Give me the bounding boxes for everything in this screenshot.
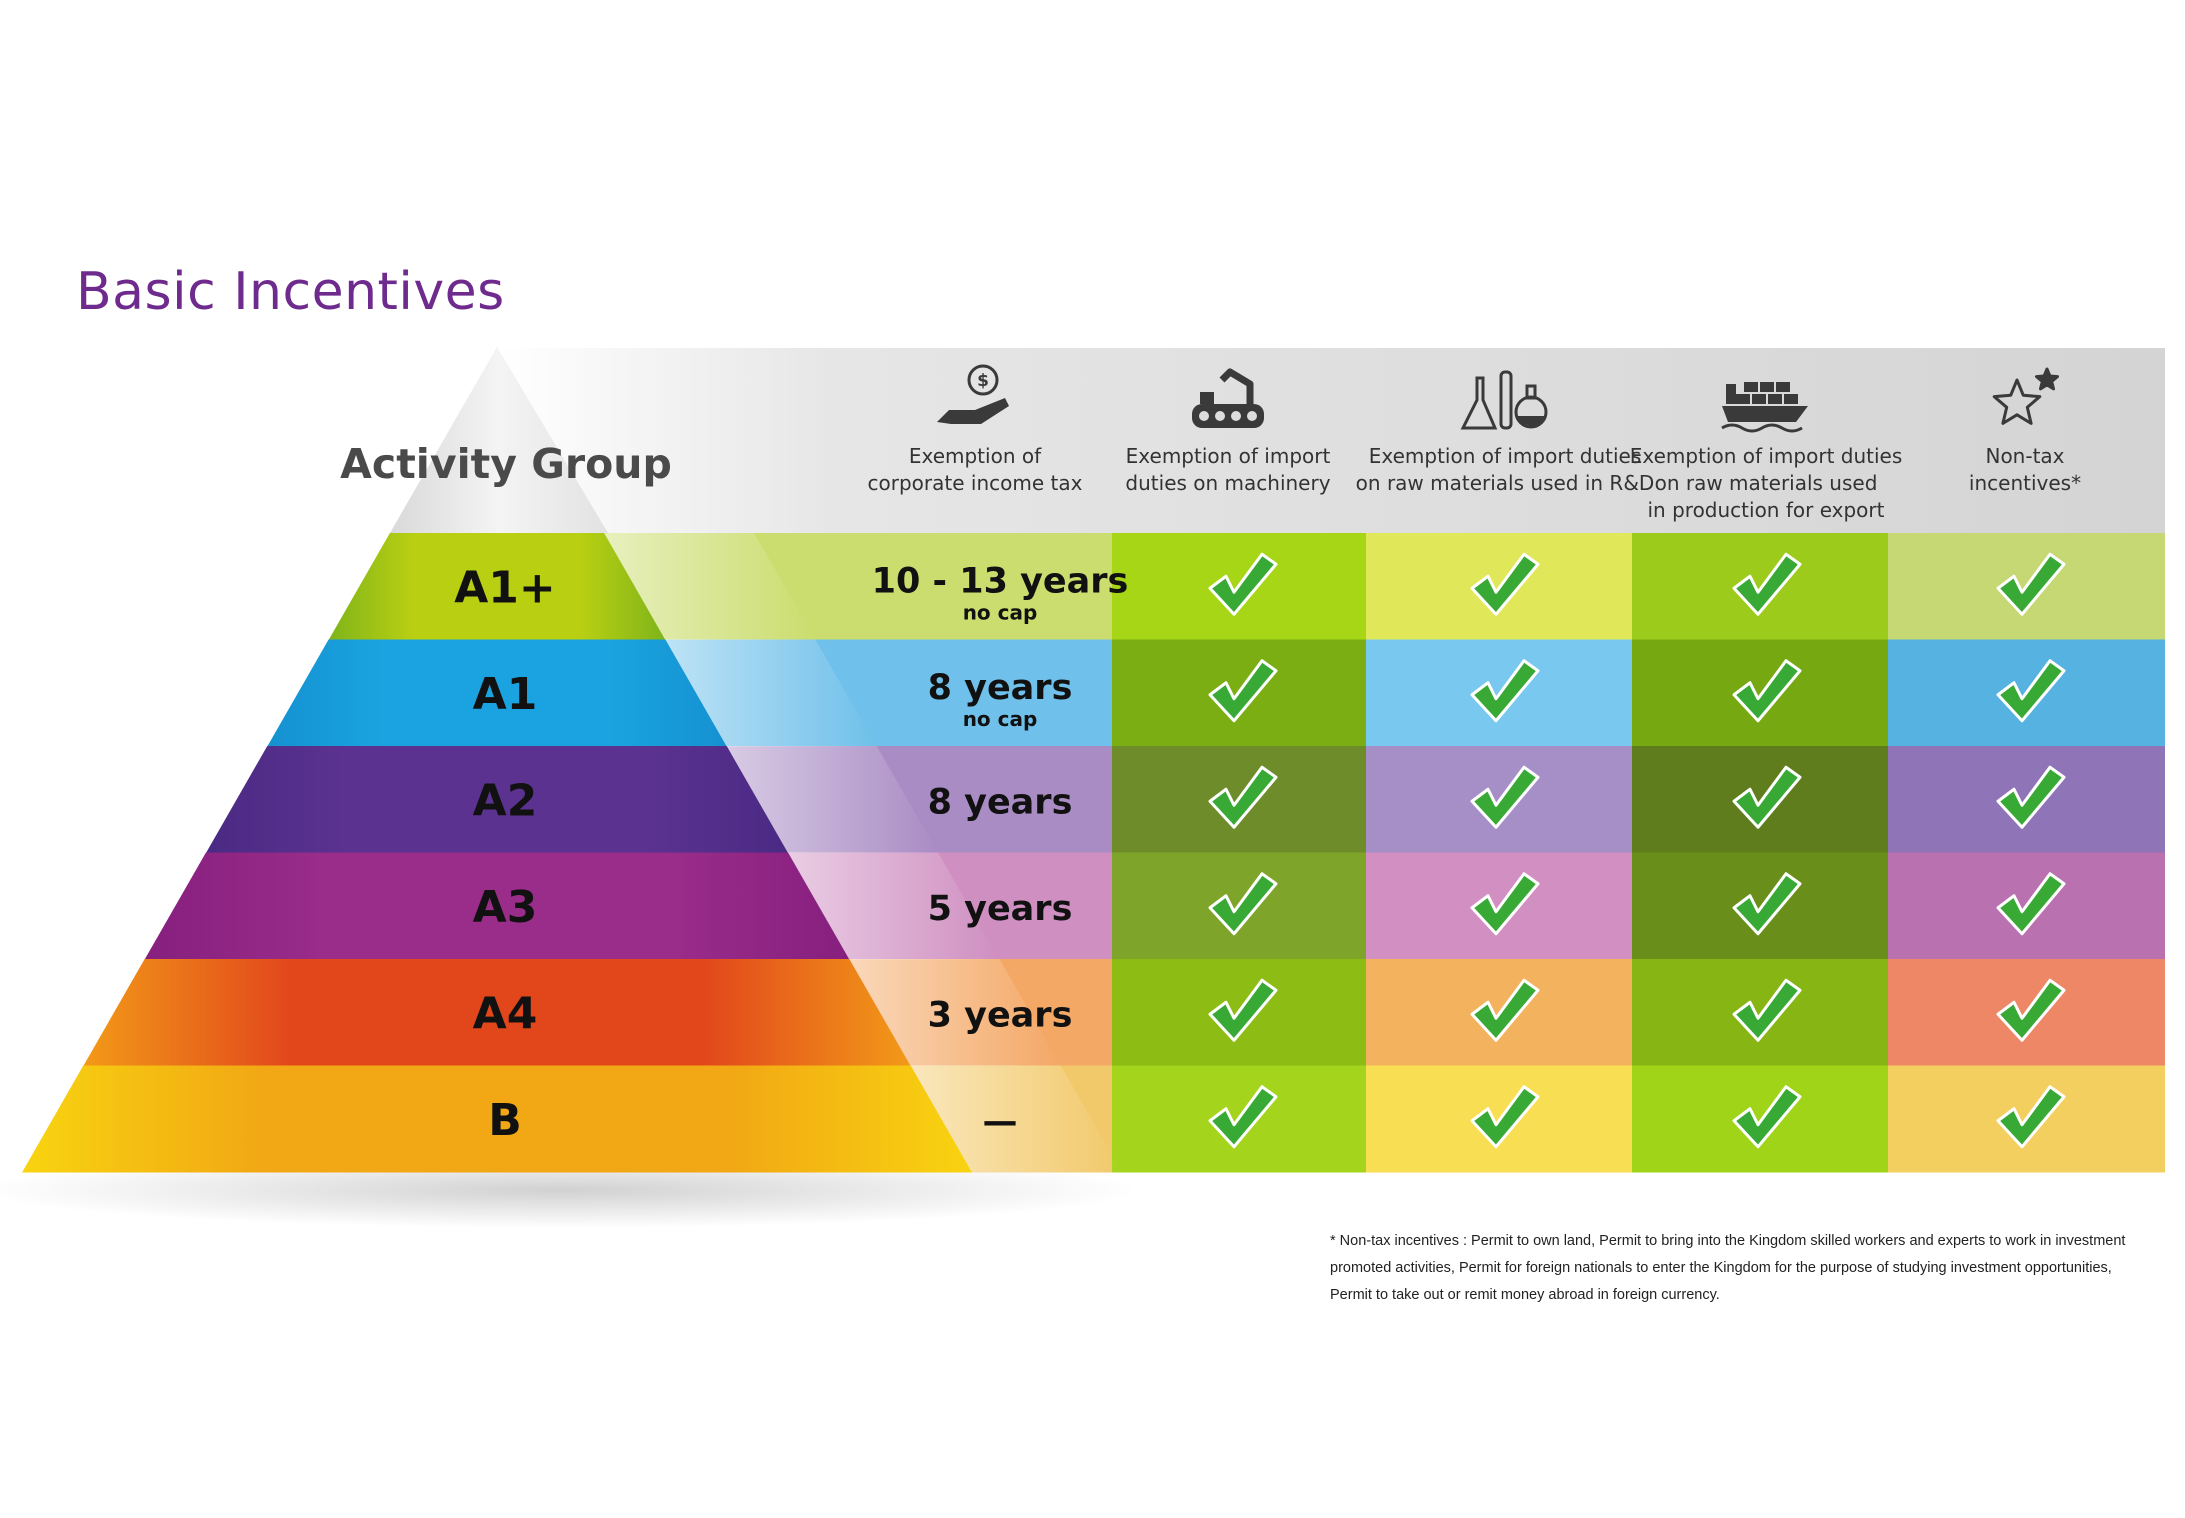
check-icon [1470,1085,1540,1149]
footnote-line: * Non-tax incentives : Permit to own lan… [1330,1233,2126,1249]
check-icon [1208,872,1278,936]
check-icon [1996,659,2066,723]
check-icon [1996,765,2066,829]
money-hand-icon: $ [937,364,1009,424]
pyramid-band-A2 [205,746,789,853]
check-icon [1208,552,1278,616]
check-icon [1208,659,1278,723]
column-header-label: on raw materials used [1655,471,1878,495]
check-icon [1470,765,1540,829]
check-icon [1470,872,1540,936]
check-icon [1996,978,2066,1042]
cap-label: no cap [963,707,1038,731]
export-cell [1632,852,1888,960]
footnote: * Non-tax incentives : Permit to own lan… [1330,1228,2150,1309]
page-title: Basic Incentives [76,262,505,322]
check-icon [1732,978,1802,1042]
activity-group-label: Activity Group [340,440,672,488]
group-label: A4 [473,988,538,1039]
check-icon [1732,872,1802,936]
column-header-label: in production for export [1648,498,1885,522]
column-header-label: on raw materials used in R&D [1356,471,1655,495]
cap-label: no cap [963,600,1038,624]
check-icon [1996,1085,2066,1149]
group-label: A2 [473,775,538,826]
cit-years-label: 8 years [928,782,1073,822]
cit-years-label: 8 years [928,668,1073,708]
check-icon [1208,1085,1278,1149]
cit-years-label: 5 years [928,889,1073,929]
check-icon [1996,552,2066,616]
band-fade [726,746,939,853]
check-icon [1470,552,1540,616]
cargo-ship-icon [1721,382,1808,433]
robot-conveyor-icon [1192,368,1264,428]
cit-years-label: 3 years [928,995,1073,1035]
check-icon [1732,765,1802,829]
column-header: Exemption of import duties on raw materia… [1630,382,1903,522]
column-header-label: Exemption of import duties [1630,444,1903,468]
band-fade [665,639,877,747]
export-cell [1632,639,1888,747]
column-header-label: Exemption of import [1126,444,1331,468]
check-icon [1732,659,1802,723]
check-icon [1208,978,1278,1042]
band-fade [849,959,1061,1066]
group-label: B [488,1095,522,1146]
group-label: A1 [473,669,538,720]
lab-flask-icon [1460,370,1548,430]
pyramid-band-A4 [83,959,911,1066]
check-icon [1470,659,1540,723]
pyramid-band-A1 [267,639,727,747]
pyramid-tip [390,347,608,533]
stars-icon [1992,367,2059,425]
check-icon [1208,765,1278,829]
header-band [500,348,2165,533]
cit-years-label: — [983,1102,1018,1142]
column-header: Exemption of import duties on machinery [1125,368,1331,495]
export-cell [1632,746,1888,853]
band-fade [910,1065,1122,1173]
column-header: Non-tax incentives* [1969,367,2081,495]
column-header-label: corporate income tax [868,471,1083,495]
check-icon [1996,872,2066,936]
pyramid-band-A1+ [328,533,666,640]
column-header-label: Non-tax [1985,444,2064,468]
band-fade [788,852,1000,960]
group-label: A1+ [454,562,556,613]
cit-years-label: 10 - 13 years [872,561,1129,601]
export-cell [1632,1065,1888,1173]
footnote-line: promoted activities, Permit for foreign … [1330,1260,2112,1276]
band-fade [604,533,816,640]
column-header-label: duties on machinery [1125,471,1330,495]
check-icon [1732,552,1802,616]
group-label: A3 [473,882,538,933]
export-cell [1632,533,1888,640]
column-header-label: incentives* [1969,471,2081,495]
column-header: Exemption of import duties on raw materia… [1356,370,1655,495]
pyramid-band-B [22,1065,972,1173]
svg-text:$: $ [977,371,989,391]
pyramid-band-A3 [144,852,850,960]
footnote-line: Permit to take out or remit money abroad… [1330,1287,1720,1303]
column-header-label: Exemption of import duties [1369,444,1642,468]
column-header-label: Exemption of [909,444,1042,468]
column-header: $ Exemption of corporate income tax [868,364,1083,495]
check-icon [1470,978,1540,1042]
check-icon [1732,1085,1802,1149]
export-cell [1632,959,1888,1066]
